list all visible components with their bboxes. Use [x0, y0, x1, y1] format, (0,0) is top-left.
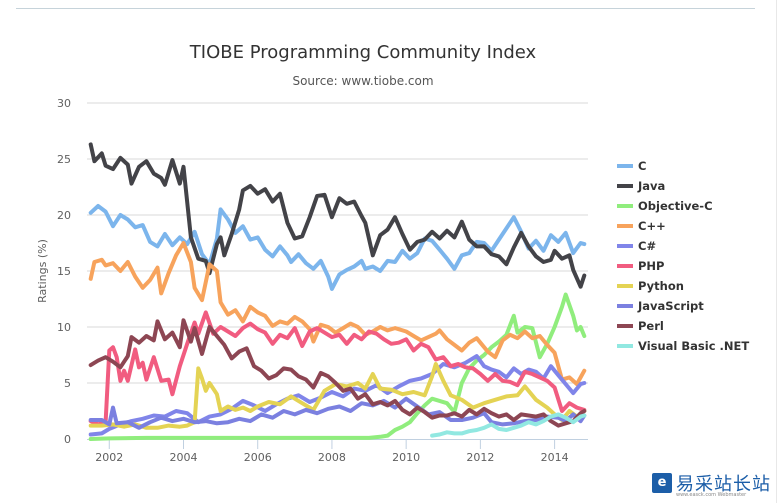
watermark-sub: www.easck.com Webmaster	[676, 492, 747, 498]
watermark: e 易采站长站 www.easck.com Webmaster	[648, 470, 778, 503]
chart-subtitle: Source: www.tiobe.com	[292, 74, 433, 88]
series-line-c[interactable]	[88, 204, 587, 291]
top-divider	[16, 8, 755, 9]
y-tick-label: 10	[57, 321, 71, 334]
legend-label: C++	[638, 219, 666, 233]
x-tick-label: 2010	[392, 451, 420, 464]
x-tick-label: 2014	[541, 451, 569, 464]
y-axis-label: Ratings (%)	[36, 239, 49, 303]
chart-title: TIOBE Programming Community Index	[189, 42, 537, 63]
legend-item[interactable]: PHP	[617, 259, 664, 273]
x-tick-label: 2012	[466, 451, 494, 464]
legend-label: Perl	[638, 319, 664, 333]
legend-label: C#	[638, 239, 656, 253]
legend-label: C	[638, 159, 646, 173]
legend-item[interactable]: Java	[617, 179, 665, 193]
series-line-c[interactable]	[88, 241, 587, 387]
x-tick-label: 2004	[169, 451, 197, 464]
series-lines	[88, 142, 587, 441]
series-line-php[interactable]	[88, 310, 587, 427]
y-tick-label: 25	[57, 153, 71, 166]
x-tick-label: 2008	[318, 451, 346, 464]
legend-item[interactable]: Objective-C	[617, 199, 713, 213]
y-tick-label: 5	[64, 377, 71, 390]
series-line-visual-basic-net[interactable]	[430, 412, 587, 438]
legend-label: Objective-C	[638, 199, 713, 213]
legend-label: JavaScript	[637, 299, 704, 313]
watermark-text: 易采站长站	[676, 474, 771, 495]
legend-label: Java	[637, 179, 665, 193]
legend-item[interactable]: Perl	[617, 319, 664, 333]
series-line-javascript[interactable]	[88, 396, 587, 430]
right-edge	[776, 0, 777, 503]
e-logo-icon: e	[652, 473, 672, 493]
y-axis-ticks: 0 5 10 15 20 25 30	[57, 97, 71, 446]
y-tick-label: 15	[57, 265, 71, 278]
x-tick-label: 2002	[95, 451, 123, 464]
x-axis: 2002 2004 2006 2008 2010 2012 2014	[87, 439, 588, 464]
y-tick-label: 20	[57, 209, 71, 222]
legend-item[interactable]: C#	[617, 239, 656, 253]
legend-item[interactable]: C	[617, 159, 646, 173]
legend-label: Python	[638, 279, 684, 293]
legend: C Java Objective-C C++ C# PHP Python JavaScript…	[617, 159, 749, 353]
x-tick-label: 2006	[244, 451, 272, 464]
y-tick-label: 0	[64, 433, 71, 446]
legend-label: Visual Basic .NET	[638, 339, 749, 353]
series-line-perl[interactable]	[88, 318, 587, 428]
legend-item[interactable]: Python	[617, 279, 684, 293]
series-line-java[interactable]	[88, 142, 587, 289]
legend-item[interactable]: C++	[617, 219, 666, 233]
legend-item[interactable]: Visual Basic .NET	[617, 339, 749, 353]
grid-lines	[87, 102, 588, 384]
legend-item[interactable]: JavaScript	[617, 299, 704, 313]
legend-label: PHP	[638, 259, 664, 273]
series-line-python[interactable]	[88, 362, 587, 430]
y-tick-label: 30	[57, 97, 71, 110]
